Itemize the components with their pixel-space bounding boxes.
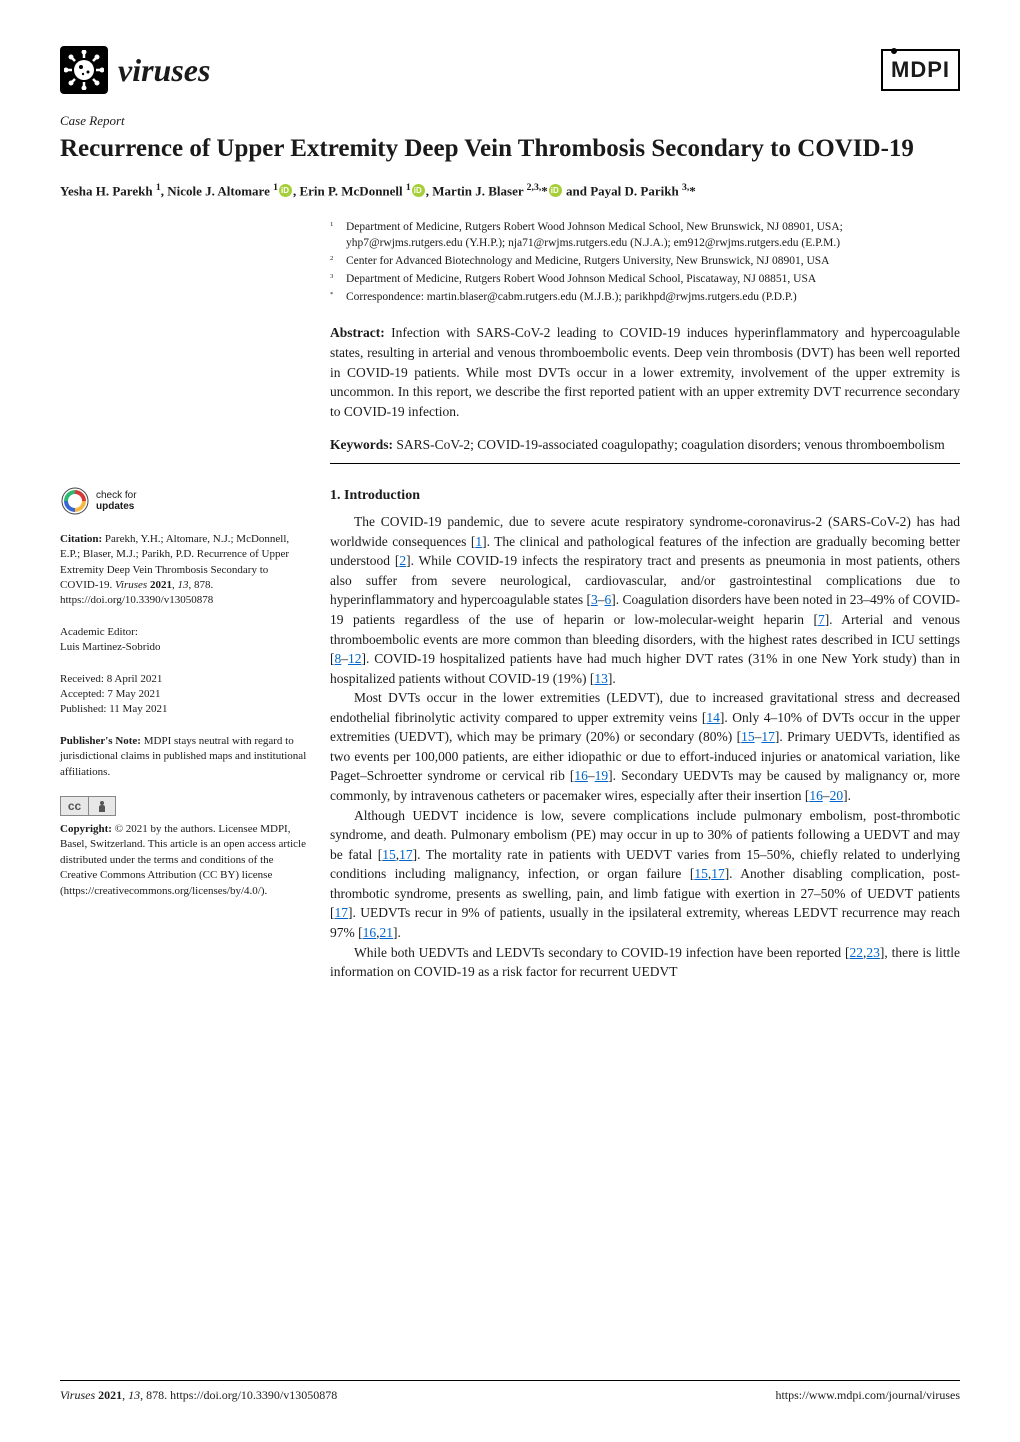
keywords-label: Keywords: <box>330 437 393 452</box>
journal-name: viruses <box>118 47 210 93</box>
affiliation-row: 3Department of Medicine, Rutgers Robert … <box>330 271 960 287</box>
body-paragraph: Most DVTs occur in the lower extremities… <box>330 688 960 805</box>
article-title: Recurrence of Upper Extremity Deep Vein … <box>60 133 960 165</box>
affiliation-row: 2Center for Advanced Biotechnology and M… <box>330 253 960 269</box>
affiliation-num: 1 <box>330 219 346 251</box>
footer-right: https://www.mdpi.com/journal/viruses <box>775 1387 960 1404</box>
by-icon <box>88 796 116 816</box>
mdpi-label: MDPI <box>891 54 950 86</box>
affiliation-row: *Correspondence: martin.blaser@cabm.rutg… <box>330 289 960 305</box>
body-paragraph: The COVID-19 pandemic, due to severe acu… <box>330 512 960 688</box>
affiliation-num: * <box>330 289 346 305</box>
ref-link[interactable]: 3 <box>591 592 598 607</box>
divider <box>330 463 960 464</box>
ref-link[interactable]: 17 <box>335 905 349 920</box>
ref-link[interactable]: 16 <box>363 925 377 940</box>
footer: Viruses 2021, 13, 878. https://doi.org/1… <box>60 1380 960 1404</box>
ref-link[interactable]: 17 <box>761 729 775 744</box>
body-paragraph: While both UEDVTs and LEDVTs secondary t… <box>330 943 960 982</box>
keywords-block: Keywords: SARS-CoV-2; COVID-19-associate… <box>330 435 960 455</box>
body-paragraphs: The COVID-19 pandemic, due to severe acu… <box>330 512 960 982</box>
ref-link[interactable]: 23 <box>866 945 880 960</box>
affiliation-text: Center for Advanced Biotechnology and Me… <box>346 253 960 269</box>
keywords-text: SARS-CoV-2; COVID-19-associated coagulop… <box>396 437 944 452</box>
header-row: viruses MDPI <box>60 46 960 94</box>
footer-left: Viruses 2021, 13, 878. https://doi.org/1… <box>60 1387 337 1404</box>
ref-link[interactable]: 15 <box>382 847 396 862</box>
affiliations: 1Department of Medicine, Rutgers Robert … <box>330 219 960 305</box>
orcid-icon <box>412 184 425 197</box>
license-block: cc Copyright: © 2021 by the authors. Lic… <box>60 796 308 899</box>
section-heading: 1. Introduction <box>330 486 960 506</box>
orcid-icon <box>549 184 562 197</box>
affiliation-text: Department of Medicine, Rutgers Robert W… <box>346 219 960 251</box>
article-type: Case Report <box>60 112 960 131</box>
publisher-note-block: Publisher's Note: MDPI stays neutral wit… <box>60 734 308 780</box>
affiliation-text: Department of Medicine, Rutgers Robert W… <box>346 271 960 287</box>
cc-badge: cc <box>60 796 308 816</box>
abstract-label: Abstract: <box>330 325 385 340</box>
dates-block: Received: 8 April 2021 Accepted: 7 May 2… <box>60 672 308 718</box>
virus-icon <box>60 46 108 94</box>
mdpi-logo: MDPI <box>881 49 960 91</box>
check-updates-text: check for updates <box>96 490 137 512</box>
ref-link[interactable]: 20 <box>830 788 844 803</box>
main-column: 1. Introduction The COVID-19 pandemic, d… <box>330 486 960 982</box>
received-date: Received: 8 April 2021 <box>60 673 162 685</box>
orcid-icon <box>279 184 292 197</box>
accepted-date: Accepted: 7 May 2021 <box>60 688 161 700</box>
ref-link[interactable]: 2 <box>399 553 406 568</box>
authors-line: Yesha H. Parekh 1, Nicole J. Altomare 1,… <box>60 181 960 201</box>
copyright-label: Copyright: <box>60 823 112 835</box>
check-updates-line1: check for <box>96 490 137 501</box>
abstract-text: Infection with SARS-CoV-2 leading to COV… <box>330 325 960 418</box>
check-updates-line2: updates <box>96 501 134 512</box>
citation-block: Citation: Parekh, Y.H.; Altomare, N.J.; … <box>60 532 308 609</box>
ref-link[interactable]: 1 <box>475 534 482 549</box>
abstract-block: Abstract: Infection with SARS-CoV-2 lead… <box>330 323 960 421</box>
ref-link[interactable]: 7 <box>818 612 825 627</box>
ref-link[interactable]: 21 <box>380 925 394 940</box>
publisher-note-label: Publisher's Note: <box>60 735 141 747</box>
citation-label: Citation: <box>60 533 102 545</box>
ref-link[interactable]: 19 <box>595 768 609 783</box>
affiliation-text: Correspondence: martin.blaser@cabm.rutge… <box>346 289 960 305</box>
ref-link[interactable]: 6 <box>604 592 611 607</box>
affiliation-num: 2 <box>330 253 346 269</box>
ref-link[interactable]: 22 <box>850 945 864 960</box>
check-updates-icon <box>60 486 90 516</box>
check-updates-block[interactable]: check for updates <box>60 486 308 516</box>
ref-link[interactable]: 15 <box>741 729 755 744</box>
editor-block: Academic Editor: Luis Martinez-Sobrido <box>60 625 308 656</box>
sidebar: check for updates Citation: Parekh, Y.H.… <box>60 486 308 982</box>
ref-link[interactable]: 8 <box>335 651 342 666</box>
affiliation-num: 3 <box>330 271 346 287</box>
editor-name: Luis Martinez-Sobrido <box>60 641 161 653</box>
ref-link[interactable]: 15 <box>694 866 708 881</box>
ref-link[interactable]: 16 <box>574 768 588 783</box>
ref-link[interactable]: 16 <box>809 788 823 803</box>
ref-link[interactable]: 12 <box>348 651 362 666</box>
ref-link[interactable]: 17 <box>399 847 413 862</box>
journal-logo: viruses <box>60 46 210 94</box>
cc-icon: cc <box>60 796 88 816</box>
published-date: Published: 11 May 2021 <box>60 703 167 715</box>
ref-link[interactable]: 14 <box>706 710 720 725</box>
ref-link[interactable]: 17 <box>711 866 725 881</box>
editor-label: Academic Editor: <box>60 626 138 638</box>
body-paragraph: Although UEDVT incidence is low, severe … <box>330 806 960 943</box>
affiliation-row: 1Department of Medicine, Rutgers Robert … <box>330 219 960 251</box>
ref-link[interactable]: 13 <box>594 671 608 686</box>
